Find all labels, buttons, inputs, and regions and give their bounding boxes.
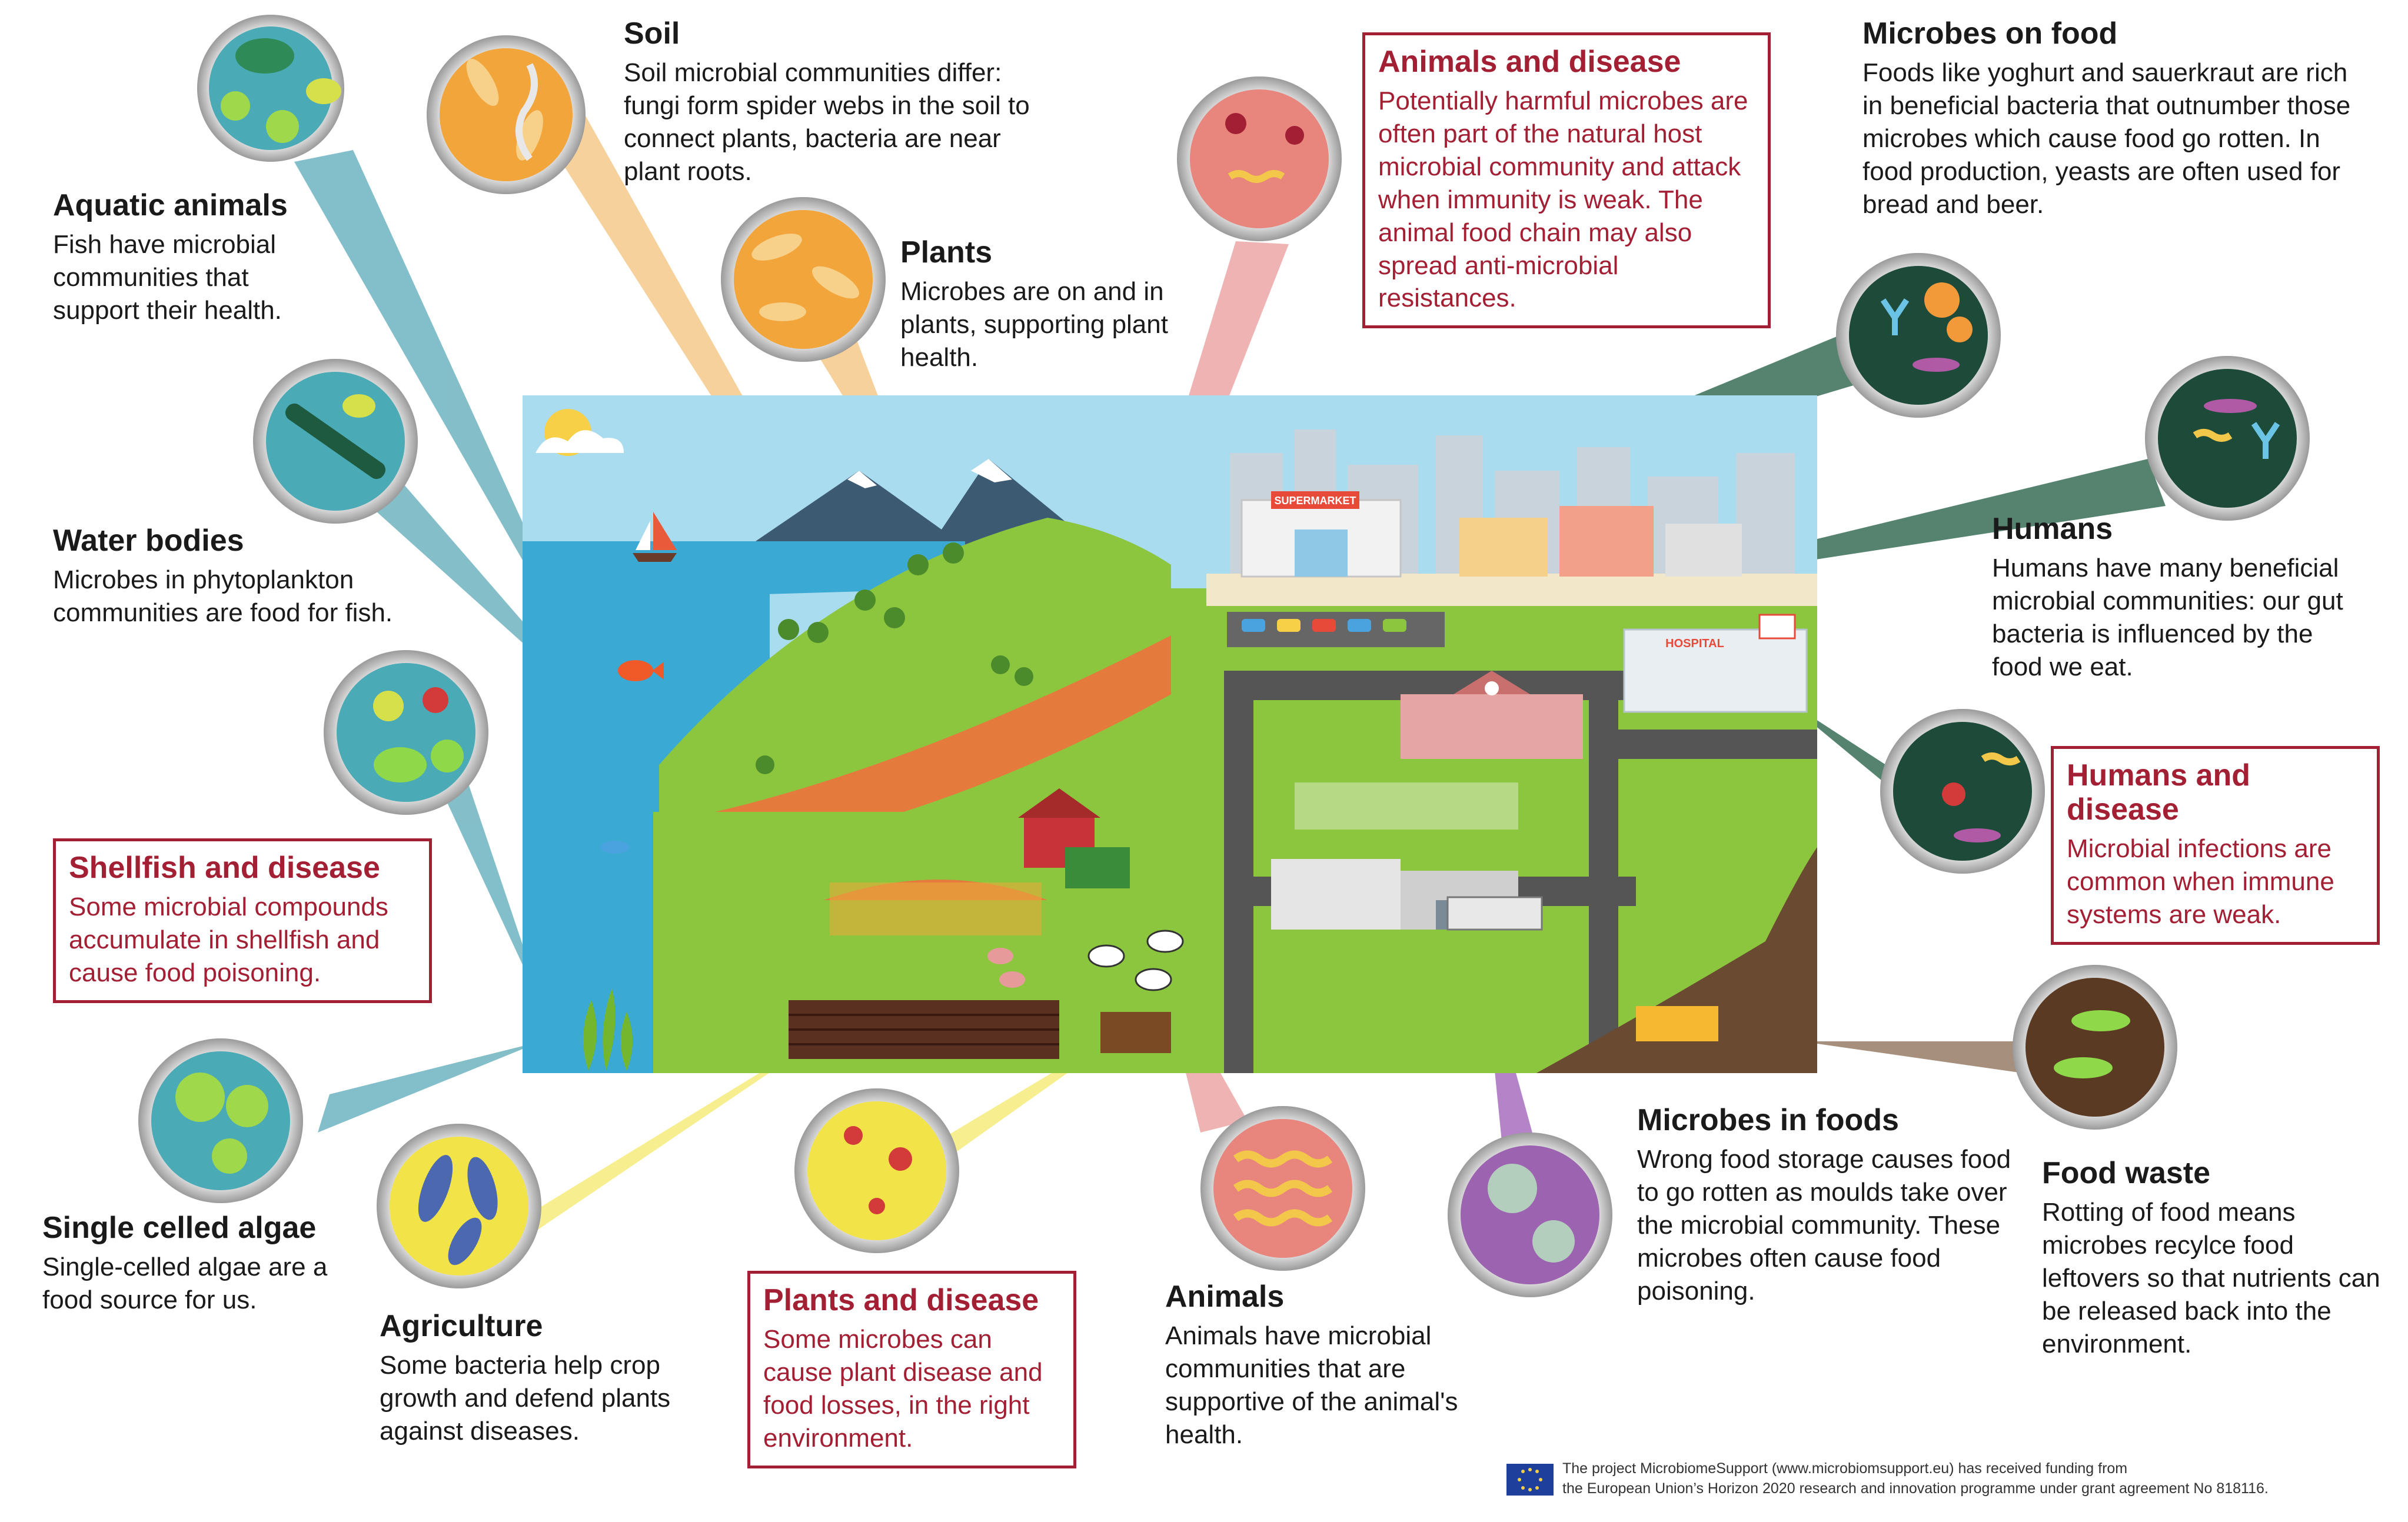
shellfish-disease-label: Shellfish and disease Some microbial com… (53, 838, 432, 1003)
soil-title: Soil (624, 16, 680, 51)
gut-microbes-icon (2145, 356, 2310, 521)
animals-label: Animals Animals have microbial communiti… (1165, 1280, 1495, 1451)
beam-algae (318, 1041, 541, 1133)
human-disease-microbes-icon (1880, 709, 2045, 874)
agriculture-title: Agriculture (380, 1309, 543, 1343)
plant-disease-microbes-icon (794, 1088, 959, 1253)
phytoplankton-icon (253, 359, 418, 524)
microbes-on-food-label: Microbes on food Foods like yoghurt and … (1862, 16, 2374, 221)
beam-shellfish (430, 756, 547, 1018)
food-waste-title: Food waste (2042, 1156, 2211, 1190)
plants-disease-label: Plants and disease Some microbes can cau… (747, 1271, 1076, 1468)
aquatic-microbes-icon (197, 15, 344, 162)
microbes-in-foods-title: Microbes in foods (1637, 1103, 1899, 1137)
fish (618, 660, 653, 681)
soil-band (659, 635, 1171, 865)
sidewalk (1206, 574, 1817, 606)
hospital-building: HOSPITAL (1623, 614, 1808, 713)
humans-title: Humans (1992, 512, 2113, 546)
animals-disease-text: Potentially harmful microbes are often p… (1378, 86, 1748, 313)
humans-label: Humans Humans have many beneficial micro… (1992, 512, 2363, 684)
water-bodies-label: Water bodies Microbes in phytoplankton c… (53, 524, 430, 630)
shop (1459, 518, 1548, 577)
agriculture-microbes-icon (377, 1124, 541, 1288)
algae-label: Single celled algae Single-celled algae … (42, 1211, 372, 1317)
food-waste-label: Food waste Rotting of food means microbe… (2042, 1156, 2389, 1361)
animals-text: Animals have microbial communities that … (1165, 1321, 1458, 1449)
funding-notice: The project MicrobiomeSupport (www.micro… (1562, 1459, 2408, 1499)
animal-microbes-icon (1200, 1106, 1365, 1271)
seaweed (583, 988, 633, 1071)
plant-microbes-icon (721, 197, 886, 362)
beam-waste (1801, 1041, 2048, 1077)
supermarket-building: SUPERMARKET (1240, 491, 1402, 578)
truck (1446, 896, 1543, 931)
soil-label: Soil Soil microbial communities differ: … (624, 16, 1047, 188)
humans-disease-text: Microbial infections are common when imm… (2067, 834, 2334, 930)
funding-line-2: the European Union’s Horizon 2020 resear… (1562, 1480, 2269, 1497)
small-field (1100, 1012, 1171, 1053)
humans-disease-label: Humans and disease Microbial infections … (2051, 746, 2380, 945)
shellfish-disease-text: Some microbial compounds accumulate in s… (69, 892, 388, 987)
eu-flag-icon (1506, 1464, 1554, 1496)
microbes-in-foods-label: Microbes in foods Wrong food storage cau… (1637, 1103, 2014, 1308)
central-scene: SUPERMARKET (523, 395, 1817, 1073)
hospital-sign: HOSPITAL (1665, 637, 1724, 650)
plants-disease-text: Some microbes can cause plant disease an… (763, 1325, 1043, 1453)
food-waste-text: Rotting of food means microbes recylce f… (2042, 1198, 2380, 1358)
humans-text: Humans have many beneficial microbial co… (1992, 554, 2343, 681)
trees (756, 542, 1033, 774)
livestock (987, 930, 1184, 991)
garbage-truck (1636, 1006, 1718, 1041)
algae-title: Single celled algae (42, 1211, 317, 1245)
microbes-on-food-title: Microbes on food (1862, 16, 2118, 51)
funding-line-1: The project MicrobiomeSupport (www.micro… (1562, 1460, 2128, 1477)
school-building (1401, 671, 1583, 759)
shellfish-microbes-icon (324, 650, 488, 815)
soil-text: Soil microbial communities differ: fungi… (624, 58, 1030, 186)
fish (601, 841, 629, 854)
animal-disease-microbes-icon (1177, 76, 1342, 241)
supermarket-sign: SUPERMARKET (1274, 495, 1356, 507)
water-bodies-text: Microbes in phytoplankton communities ar… (53, 565, 393, 628)
agriculture-label: Agriculture Some bacteria help crop grow… (380, 1309, 721, 1448)
algae-icon (138, 1038, 303, 1203)
playground (1295, 782, 1518, 830)
plants-label: Plants Microbes are on and in plants, su… (900, 235, 1171, 374)
animals-disease-title: Animals and disease (1378, 45, 1681, 79)
animals-disease-label: Animals and disease Potentially harmful … (1362, 32, 1771, 329)
compost-hill (1536, 847, 1817, 1073)
humans-disease-title: Humans and disease (2067, 758, 2251, 827)
animals-title: Animals (1165, 1280, 1285, 1314)
aquatic-animals-title: Aquatic animals (53, 188, 288, 222)
water-bodies-title: Water bodies (53, 524, 244, 558)
mould-icon (1448, 1133, 1612, 1297)
plants-disease-title: Plants and disease (763, 1283, 1039, 1317)
green-hill (659, 518, 1171, 882)
parked-cars (1242, 619, 1406, 632)
sailboat (633, 512, 677, 562)
farm (824, 788, 1130, 935)
plants-text: Microbes are on and in plants, supportin… (900, 277, 1168, 372)
agriculture-text: Some bacteria help crop growth and defen… (380, 1351, 671, 1446)
cloud (536, 430, 624, 453)
shellfish-disease-title: Shellfish and disease (69, 851, 380, 885)
microbes-in-foods-text: Wrong food storage causes food to go rot… (1637, 1145, 2011, 1305)
aquatic-animals-text: Fish have microbial communities that sup… (53, 230, 282, 325)
food-microbes-icon (1836, 253, 2001, 418)
decomposer-microbes-icon (2013, 965, 2177, 1130)
microbes-on-food-text: Foods like yoghurt and sauerkraut are ri… (1862, 58, 2351, 219)
plants-title: Plants (900, 235, 993, 269)
soil-microbes-icon (427, 35, 586, 194)
aquatic-animals-label: Aquatic animals Fish have microbial comm… (53, 188, 330, 327)
algae-text: Single-celled algae are a food source fo… (42, 1253, 328, 1315)
